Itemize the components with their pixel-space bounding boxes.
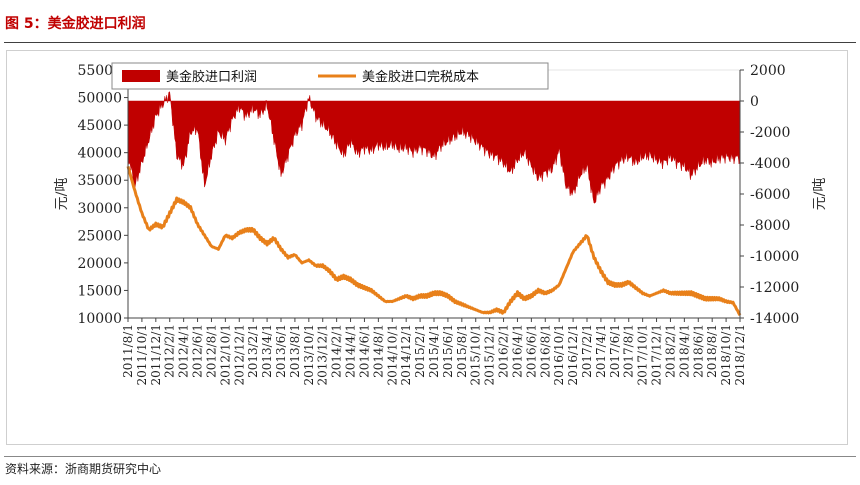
x-tick-label: 2016/12/1 [566, 324, 580, 386]
x-tick-label: 2015/4/1 [427, 324, 441, 378]
x-tick-label: 2011/8/1 [121, 324, 135, 378]
x-tick-label: 2016/2/1 [497, 324, 511, 378]
x-tick-label: 2015/2/1 [413, 324, 427, 378]
title-divider [4, 42, 856, 43]
x-tick-label: 2012/4/1 [177, 324, 191, 378]
x-tick-label: 2011/10/1 [135, 324, 149, 386]
legend: 美金胶进口利润 美金胶进口完税成本 [111, 62, 549, 90]
x-tick-label: 2015/10/1 [469, 324, 483, 386]
source-note: 资料来源：浙商期货研究中心 [5, 462, 162, 476]
y-right-tick-label: -6000 [750, 187, 790, 203]
x-tick-label: 2018/10/1 [719, 324, 733, 386]
x-tick-label: 2011/12/1 [149, 324, 163, 386]
x-tick-label: 2013/12/1 [316, 324, 330, 386]
legend-label-cost: 美金胶进口完税成本 [362, 69, 479, 85]
x-tick-label: 2014/8/1 [371, 324, 385, 378]
x-tick-label: 2018/8/1 [705, 324, 719, 378]
y-left-tick-label: 15000 [77, 283, 122, 299]
cost-series-layer [126, 165, 742, 316]
x-tick-label: 2018/4/1 [677, 324, 691, 378]
x-tick-label: 2014/6/1 [357, 324, 371, 378]
x-tick-label: 2013/4/1 [260, 324, 274, 378]
y-left-tick-label: 55000 [77, 63, 122, 79]
x-tick-label: 2013/10/1 [302, 324, 316, 386]
y-right-tick-label: -4000 [750, 156, 790, 172]
x-tick-label: 2016/4/1 [510, 324, 524, 378]
x-tick-label: 2012/6/1 [191, 324, 205, 378]
profit-area [127, 91, 741, 204]
axes-layer: 1000015000200002500030000350004000045000… [77, 63, 799, 386]
x-tick-label: 2013/6/1 [274, 324, 288, 378]
y-left-tick-label: 25000 [77, 228, 122, 244]
x-tick-label: 2016/6/1 [524, 324, 538, 378]
x-tick-label: 2017/4/1 [594, 324, 608, 378]
x-tick-label: 2012/12/1 [232, 324, 246, 386]
x-tick-label: 2016/10/1 [552, 324, 566, 386]
x-tick-label: 2014/2/1 [330, 324, 344, 378]
x-tick-label: 2015/8/1 [455, 324, 469, 378]
y-right-axis-title: 元/吨 [812, 178, 828, 211]
x-tick-label: 2017/10/1 [636, 324, 650, 386]
x-tick-label: 2012/2/1 [163, 324, 177, 378]
y-left-tick-label: 45000 [77, 118, 122, 134]
x-tick-label: 2017/8/1 [622, 324, 636, 378]
y-right-tick-label: -8000 [750, 218, 790, 234]
y-left-tick-label: 50000 [77, 91, 122, 107]
y-right-tick-label: 2000 [750, 63, 786, 79]
x-tick-label: 2018/12/1 [733, 324, 747, 386]
legend-label-profit: 美金胶进口利润 [166, 69, 257, 85]
x-tick-label: 2014/12/1 [399, 324, 413, 386]
x-tick-label: 2013/8/1 [288, 324, 302, 378]
y-left-tick-label: 20000 [77, 256, 122, 272]
y-left-tick-label: 10000 [77, 311, 122, 327]
y-right-tick-label: -12000 [750, 280, 799, 296]
y-right-tick-label: -10000 [750, 249, 799, 265]
legend-swatch-profit [122, 70, 160, 82]
profit-series-layer [127, 91, 741, 204]
x-tick-label: 2017/6/1 [608, 324, 622, 378]
y-left-tick-label: 35000 [77, 173, 122, 189]
y-right-tick-label: -14000 [750, 311, 799, 327]
y-left-tick-label: 40000 [77, 146, 122, 162]
x-tick-label: 2016/8/1 [538, 324, 552, 378]
x-tick-label: 2014/10/1 [385, 324, 399, 386]
x-tick-label: 2018/2/1 [663, 324, 677, 378]
x-tick-label: 2012/8/1 [204, 324, 218, 378]
y-left-tick-label: 30000 [77, 201, 122, 217]
y-right-tick-label: 0 [750, 94, 759, 110]
x-tick-label: 2012/10/1 [218, 324, 232, 386]
x-tick-label: 2014/4/1 [344, 324, 358, 378]
y-left-axis-title: 元/吨 [54, 178, 70, 211]
x-tick-label: 2013/2/1 [246, 324, 260, 378]
x-tick-label: 2018/6/1 [691, 324, 705, 378]
chart-title: 图 5：美金胶进口利润 [5, 16, 146, 32]
x-tick-label: 2015/6/1 [441, 324, 455, 378]
x-tick-label: 2015/12/1 [483, 324, 497, 386]
cost-line [126, 165, 742, 316]
x-tick-label: 2017/12/1 [650, 324, 664, 386]
x-tick-label: 2017/2/1 [580, 324, 594, 378]
y-right-tick-label: -2000 [750, 125, 790, 141]
footer-divider [4, 456, 856, 457]
